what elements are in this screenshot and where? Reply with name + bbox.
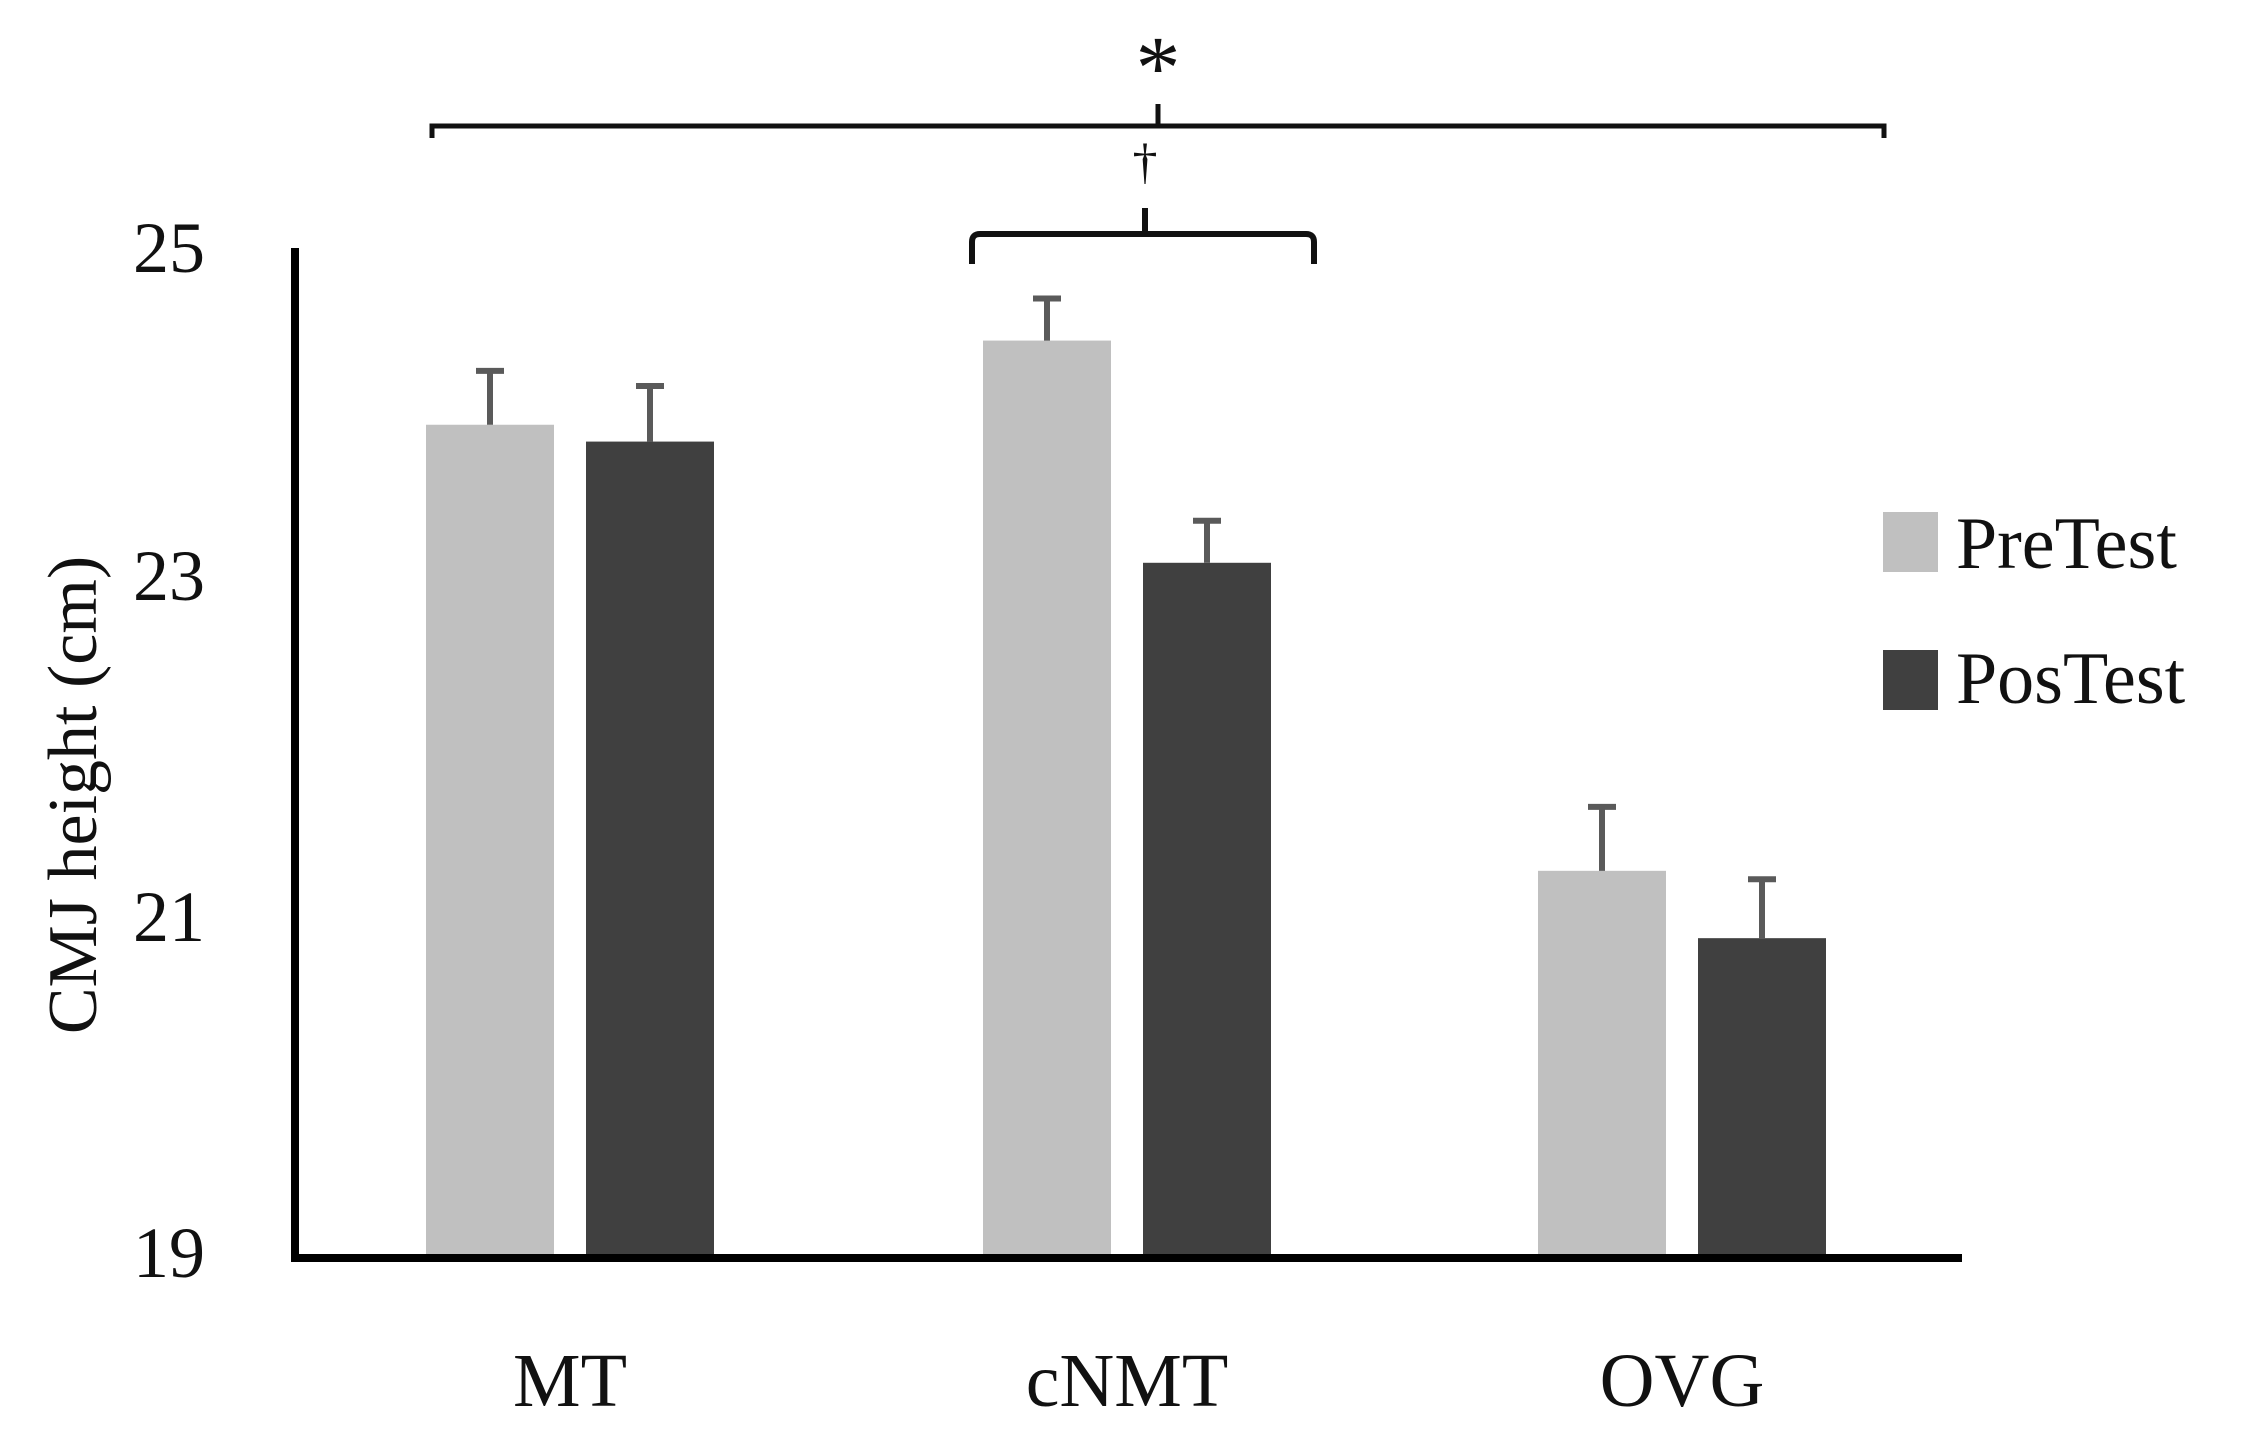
bar-postest-cnmt — [1143, 562, 1271, 1258]
x-category-label-cnmt: cNMT — [1026, 1339, 1229, 1423]
y-tick-label-19: 19 — [133, 1213, 205, 1293]
significance-dagger: † — [1133, 133, 1158, 189]
bar-pretest-mt — [426, 424, 554, 1258]
y-tick-label-23: 23 — [133, 536, 205, 616]
bar-postest-ovg — [1698, 938, 1826, 1258]
legend-swatch-postest — [1883, 650, 1938, 710]
x-category-label-ovg: OVG — [1600, 1339, 1765, 1423]
bar-pretest-cnmt — [983, 340, 1111, 1258]
bar-pretest-ovg — [1538, 870, 1666, 1258]
significance-star: * — [1136, 19, 1181, 118]
legend-label-pretest: PreTest — [1956, 503, 2177, 585]
x-category-label-mt: MT — [513, 1339, 627, 1423]
legend-label-postest: PosTest — [1956, 638, 2186, 720]
significance-bracket-cnmt — [969, 208, 1317, 264]
y-axis-label: CMJ height (cm) — [35, 556, 112, 1034]
error-bar-pretest-mt — [476, 367, 504, 425]
error-bar-postest-ovg — [1748, 876, 1776, 939]
error-bar-pretest-cnmt — [1033, 295, 1061, 341]
significance-bracket-all — [429, 104, 1887, 138]
bar-postest-mt — [586, 441, 714, 1258]
error-bar-postest-mt — [636, 383, 664, 442]
legend-swatch-pretest — [1883, 512, 1938, 572]
bars-group — [426, 295, 1826, 1258]
error-bar-postest-cnmt — [1193, 517, 1221, 563]
y-tick-label-21: 21 — [133, 877, 205, 957]
y-tick-label-25: 25 — [133, 208, 205, 288]
error-bar-pretest-ovg — [1588, 803, 1616, 871]
